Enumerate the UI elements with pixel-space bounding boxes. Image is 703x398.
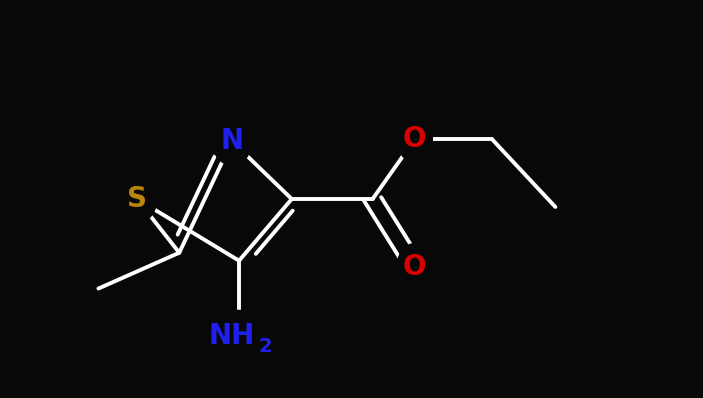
Ellipse shape xyxy=(397,244,432,290)
Text: O: O xyxy=(403,125,427,153)
Text: N: N xyxy=(221,127,243,155)
Text: 2: 2 xyxy=(259,337,273,356)
Ellipse shape xyxy=(200,310,278,362)
Ellipse shape xyxy=(212,117,252,165)
Ellipse shape xyxy=(397,116,432,162)
Text: S: S xyxy=(127,185,147,213)
Text: NH: NH xyxy=(209,322,255,350)
Ellipse shape xyxy=(117,175,157,223)
Text: O: O xyxy=(403,253,427,281)
